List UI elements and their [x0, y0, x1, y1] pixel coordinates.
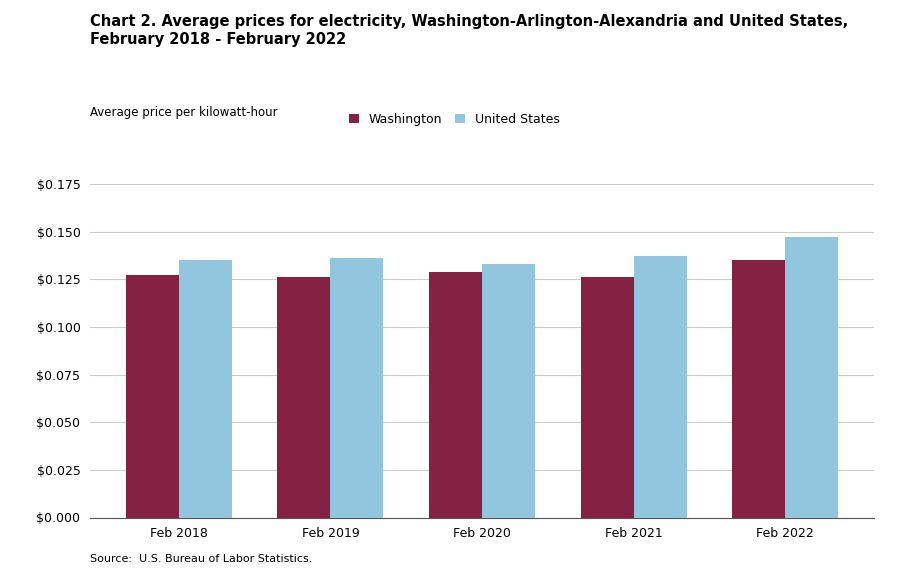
Bar — [278, 277, 331, 518]
Bar — [429, 271, 482, 518]
Bar — [580, 277, 633, 518]
Text: Chart 2. Average prices for electricity, Washington-Arlington-Alexandria and Uni: Chart 2. Average prices for electricity,… — [90, 14, 849, 29]
Bar — [126, 275, 178, 518]
Bar — [331, 258, 384, 518]
Text: Source:  U.S. Bureau of Labor Statistics.: Source: U.S. Bureau of Labor Statistics. — [90, 554, 313, 564]
Bar — [178, 260, 232, 518]
Text: February 2018 - February 2022: February 2018 - February 2022 — [90, 32, 346, 47]
Legend: Washington, United States: Washington, United States — [349, 113, 560, 125]
Bar — [633, 256, 687, 518]
Bar — [786, 237, 838, 518]
Text: Average price per kilowatt-hour: Average price per kilowatt-hour — [90, 106, 278, 120]
Bar — [482, 264, 535, 518]
Bar — [733, 260, 786, 518]
